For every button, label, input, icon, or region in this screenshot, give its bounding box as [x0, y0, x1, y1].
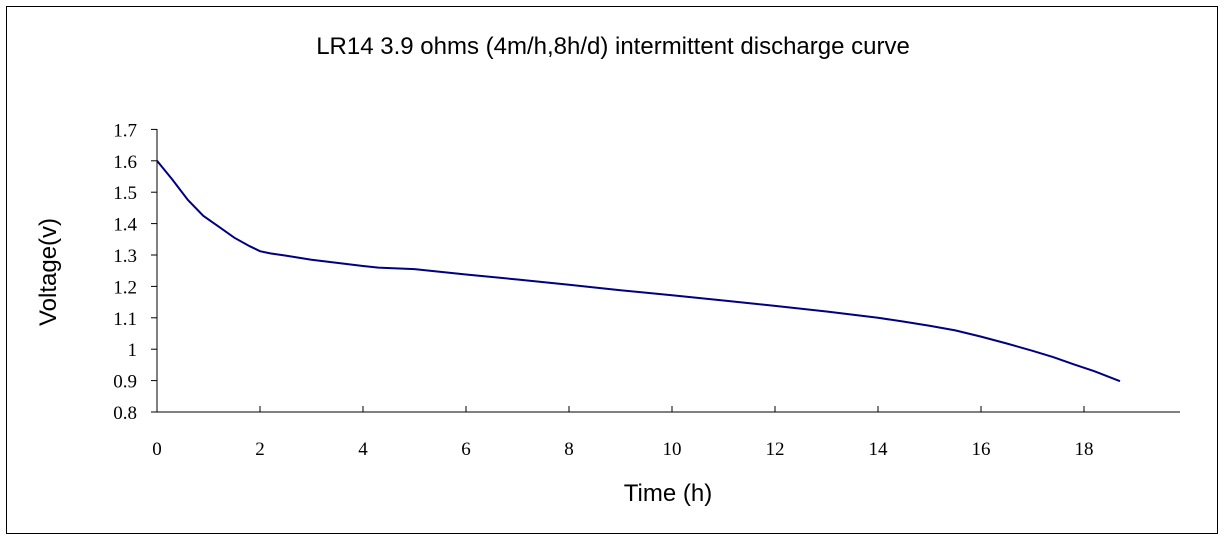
x-tick-label: 2 — [255, 439, 265, 460]
y-tick-label: 0.8 — [113, 403, 137, 424]
x-tick-label: 18 — [1075, 439, 1094, 460]
y-axis-label: Voltage(v) — [35, 218, 62, 326]
y-tick-label: 1.2 — [113, 277, 137, 298]
x-tick-label: 4 — [358, 439, 368, 460]
x-tick-label: 14 — [869, 439, 889, 460]
discharge-curve-line — [156, 160, 1121, 383]
x-tick-label: 12 — [766, 439, 785, 460]
chart-title: LR14 3.9 ohms (4m/h,8h/d) intermittent d… — [316, 33, 910, 60]
y-tick-label: 0.9 — [113, 372, 137, 393]
y-tick-label: 1.5 — [113, 183, 137, 204]
x-tick-label: 0 — [152, 439, 162, 460]
y-tick-label: 1.1 — [113, 309, 137, 330]
y-tick-label: 1.4 — [113, 215, 137, 236]
x-tick-label: 6 — [461, 439, 471, 460]
x-tick-label: 16 — [972, 439, 991, 460]
x-tick-label: 8 — [564, 439, 574, 460]
y-tick-label: 1.6 — [113, 152, 137, 173]
chart-frame — [6, 6, 1218, 534]
x-tick-label: 10 — [663, 439, 682, 460]
x-axis-label: Time (h) — [624, 480, 712, 507]
y-tick-label: 1.3 — [113, 246, 137, 267]
y-tick-label: 1.7 — [113, 120, 137, 141]
y-tick-label: 1 — [128, 340, 138, 361]
